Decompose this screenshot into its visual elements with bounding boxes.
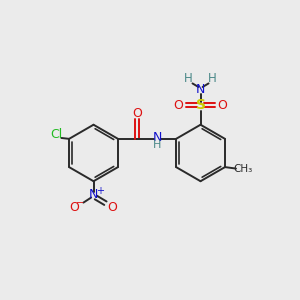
- Text: CH₃: CH₃: [233, 164, 252, 175]
- Text: O: O: [174, 99, 184, 112]
- Text: Cl: Cl: [50, 128, 62, 142]
- Text: H: H: [153, 140, 161, 150]
- Text: N: N: [89, 188, 98, 201]
- Text: H: H: [184, 72, 193, 85]
- Text: −: −: [76, 198, 85, 208]
- Text: +: +: [96, 186, 104, 196]
- Text: N: N: [196, 83, 205, 97]
- Text: H: H: [208, 72, 217, 85]
- Text: O: O: [218, 99, 227, 112]
- Text: O: O: [70, 202, 80, 214]
- Text: N: N: [152, 130, 162, 144]
- Text: O: O: [132, 107, 142, 120]
- Text: S: S: [196, 98, 206, 112]
- Text: O: O: [108, 202, 118, 214]
